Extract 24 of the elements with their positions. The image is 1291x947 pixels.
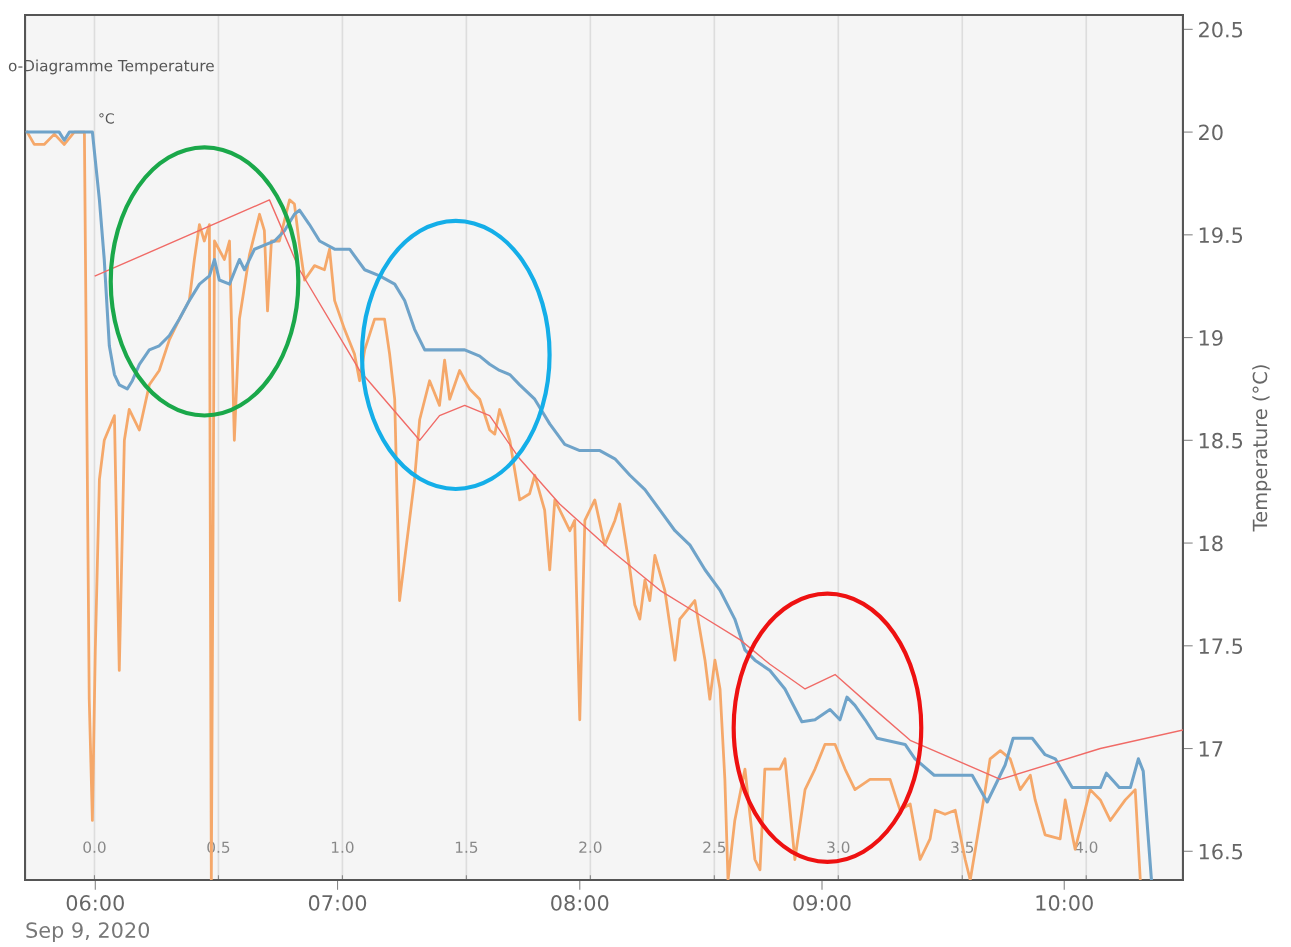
x-tick-label: 08:00	[551, 895, 609, 911]
x2-tick-label: 0.0	[83, 841, 106, 853]
x-tick-label: 07:00	[308, 895, 367, 911]
y-tick-label: 20	[1199, 124, 1223, 141]
y-tick-label: 18.5	[1199, 432, 1243, 449]
x-tick-label: 09:00	[793, 895, 851, 911]
y-tick-label: 17	[1199, 741, 1223, 757]
y-tick-label: 16.5	[1199, 843, 1243, 860]
y-tick-label: 17.5	[1199, 638, 1243, 655]
x2-tick-label: 3.0	[827, 841, 850, 853]
x-tick-label: 06:00	[66, 895, 124, 911]
annotation: °C	[99, 113, 114, 124]
y-axis-title: Temperature (°C)	[1252, 365, 1272, 532]
y-tick-label: 18	[1199, 535, 1223, 552]
x-tick-label: 10:00	[1036, 895, 1093, 911]
y-tick-label: 19.5	[1199, 227, 1243, 244]
y-tick-label: 20.5	[1199, 21, 1243, 38]
y-tick-label: 19	[1199, 330, 1223, 346]
x2-tick-label: 1.0	[331, 841, 354, 853]
x2-tick-label: 2.0	[579, 841, 602, 853]
line-series	[94, 199, 1183, 781]
x2-tick-label: 2.5	[703, 841, 726, 853]
text: Sep 9, 2020	[26, 922, 150, 943]
x2-tick-label: 1.5	[455, 841, 478, 853]
